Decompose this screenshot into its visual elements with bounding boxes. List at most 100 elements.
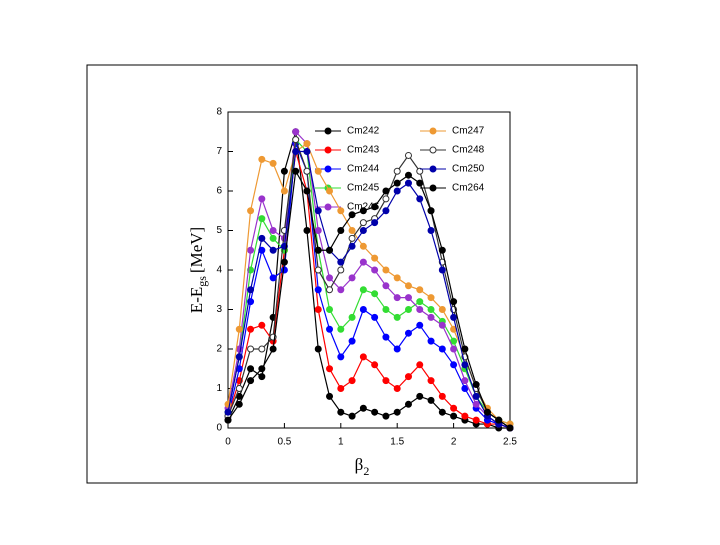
data-point <box>258 234 266 242</box>
y-tick-label: 1 <box>216 383 222 394</box>
data-point <box>348 227 356 234</box>
data-point <box>404 306 412 313</box>
data-point <box>416 321 424 329</box>
data-point <box>359 242 367 250</box>
y-label-main: E-E <box>187 287 206 313</box>
data-point <box>292 128 300 136</box>
data-point <box>450 345 458 353</box>
y-tick-label: 2 <box>216 344 222 355</box>
data-point <box>247 345 255 353</box>
data-point <box>247 286 255 294</box>
data-point <box>472 416 480 424</box>
data-point <box>269 234 277 242</box>
data-point <box>382 195 390 203</box>
data-point <box>427 306 435 313</box>
data-point <box>382 377 390 385</box>
data-point <box>337 408 345 416</box>
y-axis-label: E-Egs [MeV] <box>187 227 209 313</box>
data-point <box>269 274 277 282</box>
legend-marker <box>324 146 332 154</box>
data-point <box>416 195 424 203</box>
data-point <box>337 266 345 274</box>
legend-label: Cm250 <box>452 164 485 175</box>
series: Cm248 <box>224 136 514 432</box>
data-point <box>382 333 390 341</box>
data-point <box>450 298 458 306</box>
data-point <box>450 313 458 321</box>
data-point <box>427 337 435 345</box>
data-point <box>427 313 435 321</box>
data-point <box>393 345 401 353</box>
y-tick-label: 3 <box>216 304 222 315</box>
data-point <box>483 408 491 416</box>
data-point <box>326 392 334 400</box>
data-point <box>337 286 345 294</box>
data-point <box>314 286 322 294</box>
data-point <box>472 400 480 408</box>
data-point <box>416 167 424 175</box>
data-point <box>427 396 435 404</box>
series: Cm244 <box>224 140 514 432</box>
data-point <box>292 136 300 144</box>
data-point <box>461 345 469 353</box>
data-point <box>314 207 322 215</box>
data-point <box>416 392 424 400</box>
data-point <box>314 246 322 254</box>
data-point <box>472 381 480 389</box>
data-point <box>280 167 288 175</box>
data-point <box>382 282 390 290</box>
data-point <box>450 404 458 412</box>
x-tick-label: 0.5 <box>277 437 291 448</box>
data-point <box>382 266 390 274</box>
data-point <box>337 258 345 266</box>
data-point <box>506 424 514 432</box>
legend-marker <box>429 127 437 135</box>
data-point <box>393 167 401 175</box>
data-point <box>359 227 367 234</box>
data-point <box>269 345 277 353</box>
data-point <box>393 313 401 321</box>
data-point <box>326 306 334 313</box>
data-point <box>326 246 334 254</box>
data-point <box>371 408 379 416</box>
legend-marker <box>324 127 332 135</box>
data-point <box>438 306 446 313</box>
y-label-sub: gs <box>195 276 209 287</box>
legend-label: Cm248 <box>452 145 485 156</box>
data-point <box>416 179 424 187</box>
data-point <box>292 148 300 155</box>
x-tick-label: 2 <box>451 437 457 448</box>
data-point <box>337 385 345 392</box>
data-point <box>258 365 266 373</box>
data-point <box>348 234 356 242</box>
data-point <box>359 353 367 361</box>
data-point <box>371 219 379 227</box>
x-tick-label: 1.5 <box>390 437 404 448</box>
data-point <box>337 207 345 215</box>
data-point <box>303 140 311 148</box>
data-point <box>258 373 266 381</box>
data-point <box>314 306 322 313</box>
data-point <box>337 227 345 234</box>
data-point <box>371 361 379 369</box>
data-point <box>427 294 435 302</box>
series: Cm264 <box>224 167 514 432</box>
slide-frame <box>86 64 638 484</box>
data-point <box>359 404 367 412</box>
data-point <box>326 274 334 282</box>
data-point <box>247 365 255 373</box>
data-point <box>495 416 503 424</box>
data-point <box>438 246 446 254</box>
data-point <box>258 215 266 223</box>
data-point <box>326 365 334 373</box>
data-point <box>314 345 322 353</box>
data-point <box>269 246 277 254</box>
data-point <box>461 412 469 420</box>
data-point <box>258 321 266 329</box>
data-point <box>371 266 379 274</box>
data-point <box>450 337 458 345</box>
data-point <box>450 412 458 420</box>
data-point <box>416 361 424 369</box>
data-point <box>393 187 401 195</box>
